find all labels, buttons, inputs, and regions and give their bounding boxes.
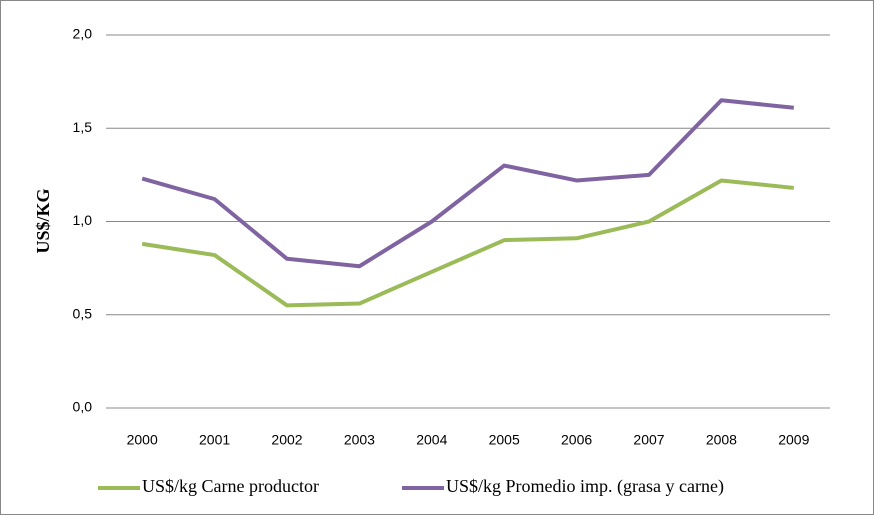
x-tick-label: 2005 bbox=[489, 432, 520, 448]
x-tick-label: 2000 bbox=[127, 432, 158, 448]
x-tick-label: 2003 bbox=[344, 432, 375, 448]
x-tick-label: 2007 bbox=[633, 432, 664, 448]
y-axis-title: US$/KG bbox=[33, 188, 53, 253]
y-tick-label: 2,0 bbox=[73, 26, 93, 42]
y-tick-label: 1,0 bbox=[73, 212, 93, 228]
x-tick-label: 2004 bbox=[416, 432, 447, 448]
x-tick-label: 2009 bbox=[778, 432, 809, 448]
legend-label: US$/kg Promedio imp. (grasa y carne) bbox=[446, 476, 724, 497]
series-line bbox=[141, 98, 795, 269]
legend-label: US$/kg Carne productor bbox=[142, 476, 319, 496]
x-tick-label: 2001 bbox=[199, 432, 230, 448]
y-tick-label: 0,0 bbox=[73, 399, 93, 415]
series-line bbox=[141, 178, 795, 308]
x-tick-label: 2006 bbox=[561, 432, 592, 448]
x-tick-label: 2008 bbox=[706, 432, 737, 448]
y-tick-label: 0,5 bbox=[73, 305, 93, 321]
x-tick-label: 2002 bbox=[271, 432, 302, 448]
y-tick-label: 1,5 bbox=[73, 119, 93, 135]
